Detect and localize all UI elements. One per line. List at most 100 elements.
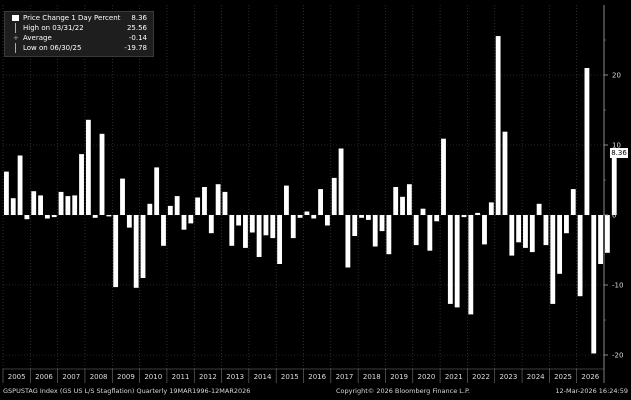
bar: [611, 156, 617, 215]
x-tick-label: 2006: [35, 373, 53, 381]
high-marker-icon: [15, 23, 16, 33]
bar: [324, 215, 330, 226]
bar: [263, 215, 269, 236]
bar: [516, 215, 522, 243]
x-tick-label: 2022: [472, 373, 490, 381]
bar: [311, 215, 317, 219]
x-tick-label: 2025: [554, 373, 572, 381]
bar: [65, 196, 71, 215]
bar: [229, 215, 235, 246]
bar: [154, 167, 160, 215]
bar: [543, 215, 549, 246]
legend-low: Low on 06/30/25 -19.78: [5, 43, 153, 53]
bar: [304, 211, 310, 215]
x-tick-label: 2012: [199, 373, 217, 381]
x-tick-label: 2013: [226, 373, 244, 381]
bar: [605, 215, 610, 253]
bar: [133, 215, 139, 288]
x-tick-label: 2021: [445, 373, 463, 381]
x-tick-label: 2023: [499, 373, 517, 381]
bar: [10, 198, 16, 215]
bar: [249, 215, 255, 233]
bar: [188, 215, 194, 224]
bar: [598, 215, 603, 264]
low-marker-icon: [15, 43, 16, 53]
bar: [270, 215, 276, 239]
legend-average: + Average -0.14: [5, 33, 153, 43]
bar: [147, 203, 153, 215]
bar: [181, 215, 187, 230]
chart-bars: [4, 36, 617, 354]
bar: [24, 215, 30, 220]
bar: [447, 215, 453, 304]
bar: [126, 215, 132, 228]
chart-footer: GSPUSTAG Index (GS US L/S Stagflation) Q…: [0, 385, 631, 400]
bar: [113, 215, 119, 288]
bar: [577, 215, 583, 297]
legend-series-value: 8.36: [131, 14, 147, 22]
bar: [338, 148, 344, 215]
bar: [536, 203, 542, 215]
x-tick-label: 2026: [581, 373, 599, 381]
bar: [475, 212, 481, 215]
bar: [331, 177, 337, 215]
bar: [345, 215, 351, 268]
bar: [365, 215, 371, 220]
y-axis: -20 -10 0 10 20: [603, 5, 623, 383]
bar: [202, 187, 207, 215]
bar: [290, 215, 296, 239]
bar: [352, 215, 358, 236]
bar: [38, 195, 43, 215]
bar: [564, 215, 569, 234]
x-tick-label: 2024: [527, 373, 545, 381]
bar: [51, 215, 57, 218]
footer-copyright: Copyright© 2026 Bloomberg Finance L.P.: [336, 387, 470, 395]
legend-average-label: Average: [23, 34, 52, 42]
bar: [215, 184, 221, 215]
bar: [550, 215, 556, 304]
bar: [468, 215, 474, 315]
legend-high-value: 25.56: [126, 24, 147, 32]
bar: [58, 191, 64, 215]
x-tick-label: 2019: [390, 373, 408, 381]
last-value-flag: 8.36: [610, 148, 628, 158]
bar: [284, 185, 289, 215]
footer-index-description: GSPUSTAG Index (GS US L/S Stagflation) Q…: [3, 387, 251, 395]
bar: [222, 191, 228, 215]
bar: [406, 184, 412, 215]
bar: [85, 119, 91, 215]
bar: [195, 197, 201, 215]
bar: [482, 215, 487, 245]
legend-low-value: -19.78: [124, 44, 147, 52]
bar: [420, 208, 426, 215]
bar: [386, 215, 392, 255]
y-tick-label: -10: [612, 282, 623, 290]
y-tick-label: 20: [612, 72, 621, 80]
bar: [120, 178, 125, 215]
bar: [31, 191, 37, 215]
bar: [4, 171, 9, 215]
bar: [17, 155, 23, 215]
bar: [523, 215, 528, 248]
bar: [99, 133, 105, 215]
legend-average-value: -0.14: [128, 34, 147, 42]
bar: [359, 215, 364, 218]
legend-swatch: [12, 15, 19, 21]
bar: [277, 215, 283, 264]
legend-series: Price Change 1 Day Percent 8.36: [5, 13, 153, 23]
bar: [441, 138, 446, 215]
average-marker-icon: +: [13, 34, 19, 42]
x-tick-label: 2005: [8, 373, 26, 381]
x-tick-label: 2020: [418, 373, 436, 381]
bar: [106, 215, 112, 217]
bar: [44, 215, 50, 219]
bar: [570, 189, 576, 215]
bar: [79, 154, 84, 215]
y-tick-label: 0: [612, 212, 616, 220]
bar: [167, 205, 173, 215]
bar: [461, 215, 467, 218]
bar: [495, 36, 501, 215]
x-tick-label: 2007: [62, 373, 80, 381]
x-tick-label: 2010: [144, 373, 162, 381]
